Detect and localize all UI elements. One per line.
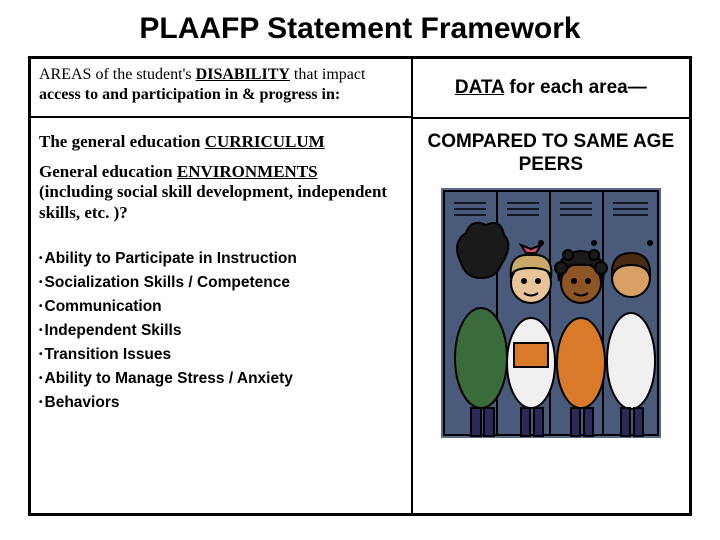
areas-text-post: that impact [290,66,366,83]
data-word: DATA [455,77,504,98]
page-title: PLAAFP Statement Framework [28,12,692,46]
areas-line2: access to and participation in & progres… [39,86,340,103]
areas-text-pre: AREAS of the student's [39,66,196,83]
list-item: •Transition Issues [39,343,401,367]
list-item: •Communication [39,295,401,319]
left-horizontal-divider [31,116,411,118]
left-column: AREAS of the student's DISABILITY that i… [31,59,413,513]
compared-text: COMPARED TO SAME AGE PEERS [421,131,681,177]
curriculum-pre: The general education [39,132,205,151]
curriculum-line: The general education CURRICULUM [39,132,401,152]
list-item: •Behaviors [39,391,401,415]
environments-block: General education ENVIRONMENTS (includin… [39,162,401,223]
list-item: •Ability to Participate in Instruction [39,247,401,271]
students-lockers-illustration [436,183,666,443]
bullet-label: Behaviors [45,394,120,411]
bullet-list: •Ability to Participate in Instruction •… [39,247,401,415]
bullet-label: Ability to Participate in Instruction [45,250,297,267]
list-item: •Socialization Skills / Competence [39,271,401,295]
env-paren: (including social skill development, ind… [39,182,387,221]
data-header-cell: DATA for each area— [413,59,689,119]
content-frame: AREAS of the student's DISABILITY that i… [28,56,692,516]
env-word: ENVIRONMENTS [177,162,318,181]
bullet-label: Independent Skills [45,322,182,339]
areas-disability-word: DISABILITY [196,66,290,83]
list-item: •Ability to Manage Stress / Anxiety [39,367,401,391]
areas-header: AREAS of the student's DISABILITY that i… [39,65,401,115]
list-item: •Independent Skills [39,319,401,343]
curriculum-word: CURRICULUM [205,132,325,151]
bullet-label: Socialization Skills / Competence [45,274,291,291]
bullet-label: Ability to Manage Stress / Anxiety [45,370,293,387]
env-pre: General education [39,162,177,181]
bullet-label: Communication [45,298,162,315]
right-bottom-cell: COMPARED TO SAME AGE PEERS [413,119,689,513]
bullet-label: Transition Issues [45,346,172,363]
data-rest: for each area— [504,77,647,98]
right-column: DATA for each area— COMPARED TO SAME AGE… [413,59,689,513]
